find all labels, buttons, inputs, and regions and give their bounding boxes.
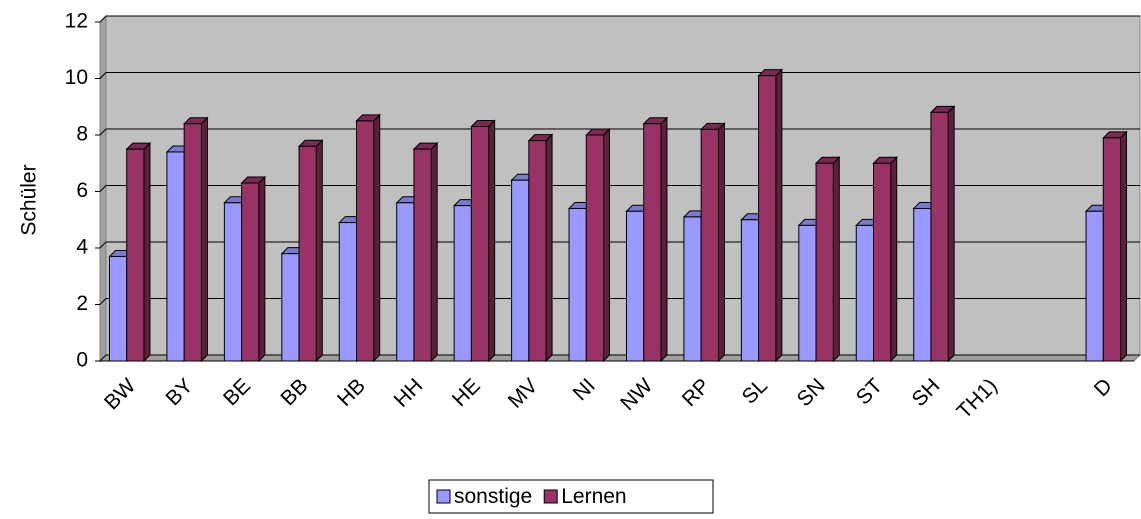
bar <box>298 145 317 362</box>
bar <box>930 111 949 362</box>
legend-label: Lernen <box>561 485 626 508</box>
legend-swatch <box>543 489 558 504</box>
bar <box>700 128 719 362</box>
bar <box>223 202 243 362</box>
bar-side <box>775 68 783 363</box>
bar <box>166 151 185 362</box>
y-tick-label: 12 <box>65 10 88 33</box>
y-tick-label: 8 <box>76 123 88 146</box>
bar <box>815 162 834 362</box>
bar <box>356 120 375 362</box>
bar <box>1102 137 1122 362</box>
legend: sonstige Lernen <box>428 479 714 514</box>
bar-side <box>143 141 151 363</box>
x-tick-label: MV <box>504 374 543 413</box>
bar-side <box>258 175 266 363</box>
x-tick-label: NW <box>616 374 657 415</box>
bar <box>568 207 587 362</box>
grid-line <box>99 241 1140 249</box>
bar <box>873 162 892 362</box>
bar <box>396 202 415 362</box>
x-tick-label: SH <box>908 374 945 411</box>
y-axis-label: Schüler <box>18 164 41 235</box>
bar-side <box>430 141 438 363</box>
bar-side <box>315 139 323 363</box>
bar <box>625 210 645 362</box>
grid-line <box>99 354 1140 362</box>
x-tick-label: ST <box>852 374 887 409</box>
bar-side <box>947 105 955 363</box>
legend-label: sonstige <box>454 485 532 508</box>
x-tick-label: SN <box>793 374 830 411</box>
legend-box <box>428 479 714 514</box>
y-tick-label: 0 <box>76 349 88 372</box>
grid-line <box>99 72 1140 79</box>
x-tick-label: HB <box>333 374 370 411</box>
bar <box>585 134 605 362</box>
bar <box>913 207 932 362</box>
bar <box>241 182 260 362</box>
bar <box>470 126 490 362</box>
x-tick-label: TH1) <box>953 374 1002 423</box>
bar-side <box>717 122 725 363</box>
y-tick-label: 2 <box>76 292 88 315</box>
grid-line <box>99 185 1140 192</box>
bar-side <box>660 116 668 363</box>
bar <box>338 222 357 362</box>
y-tick-label: 4 <box>76 236 88 259</box>
x-tick-label: NI <box>569 374 600 405</box>
x-tick-label: BE <box>219 374 255 410</box>
bar <box>183 123 202 362</box>
bar <box>683 216 702 362</box>
bar <box>511 179 530 362</box>
bar <box>1085 210 1104 362</box>
y-tick-label: 10 <box>65 66 88 89</box>
bar-side <box>890 156 898 363</box>
grid-line <box>99 128 1140 136</box>
x-tick-label: RP <box>678 374 715 411</box>
x-tick-label: HH <box>390 374 428 412</box>
bar-side <box>488 119 496 363</box>
x-tick-label: D <box>1090 374 1117 401</box>
bar <box>126 148 145 362</box>
grid-line <box>99 15 1140 23</box>
bar <box>281 253 300 362</box>
bar <box>108 255 128 362</box>
bar <box>740 219 760 362</box>
bar <box>798 224 817 362</box>
bar <box>758 75 777 362</box>
bar-side <box>832 156 840 363</box>
grid-line <box>99 298 1140 305</box>
bar-side <box>603 127 611 363</box>
x-tick-label: BW <box>100 374 140 414</box>
bar <box>413 148 432 362</box>
x-tick-label: BB <box>276 374 312 410</box>
bar-side <box>1120 130 1128 363</box>
x-tick-label: HE <box>448 374 485 411</box>
bar-side <box>545 133 553 363</box>
x-tick-label: SL <box>738 374 772 408</box>
bar-side <box>373 113 381 363</box>
bar <box>528 140 547 362</box>
bar <box>453 205 472 362</box>
legend-swatch <box>436 489 451 504</box>
y-tick-label: 6 <box>76 179 88 202</box>
x-tick-label: BY <box>162 374 198 410</box>
bar <box>643 123 662 362</box>
bar-side <box>200 116 208 363</box>
bar <box>855 224 874 362</box>
